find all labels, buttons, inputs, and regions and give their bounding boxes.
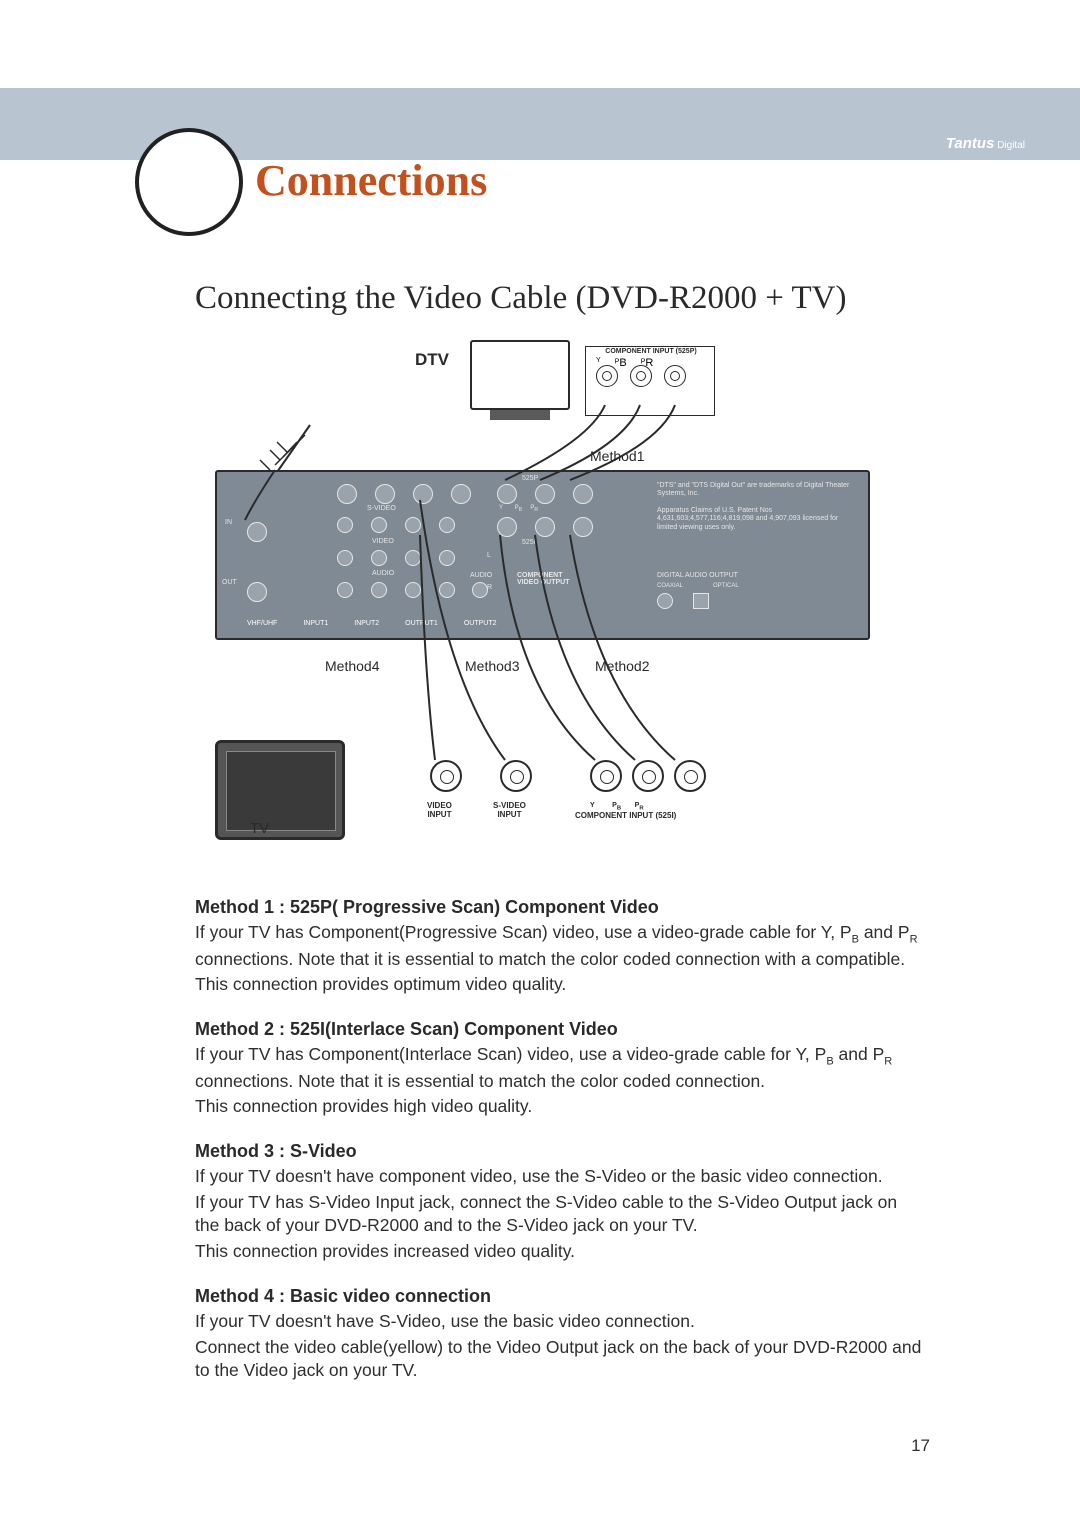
method2-text: If your TV has Component(Interlace Scan)… (195, 1043, 925, 1093)
method2-title: Method 2 : 525I(Interlace Scan) Componen… (195, 1017, 925, 1041)
page-number: 17 (911, 1436, 930, 1456)
method2-text2: This connection provides high video qual… (195, 1095, 925, 1119)
video-input-label: VIDEO INPUT (427, 802, 452, 820)
tv-label: TV (250, 820, 269, 837)
method1-text2: This connection provides optimum video q… (195, 973, 925, 997)
jack-icon (632, 760, 664, 792)
method4-title: Method 4 : Basic video connection (195, 1284, 925, 1308)
jack-icon (500, 760, 532, 792)
method3-text2: If your TV has S-Video Input jack, conne… (195, 1191, 925, 1238)
jack-icon (590, 760, 622, 792)
method2-label: Method2 (595, 658, 649, 674)
jack-icon (674, 760, 706, 792)
method3-title: Method 3 : S-Video (195, 1139, 925, 1163)
brand-sub: Digital (994, 140, 1025, 151)
tv-input-panel: VIDEO INPUT S-VIDEO INPUT Y PB PR COMPON… (375, 760, 825, 855)
title-circle-icon (135, 128, 243, 236)
method3-text1: If your TV doesn't have component video,… (195, 1165, 925, 1189)
brand-name: Tantus (946, 135, 995, 152)
tv-icon (215, 740, 345, 840)
page-title: Connections (255, 155, 487, 206)
method1-title: Method 1 : 525P( Progressive Scan) Compo… (195, 895, 925, 919)
brand-label: Tantus Digital (946, 135, 1025, 152)
section-subtitle: Connecting the Video Cable (DVD-R2000 + … (195, 280, 846, 317)
method4-label: Method4 (325, 658, 379, 674)
method3-label: Method3 (465, 658, 519, 674)
page: Tantus Digital Connections Connecting th… (0, 0, 1080, 1528)
method1-text: If your TV has Component(Progressive Sca… (195, 921, 925, 971)
method4-text1: If your TV doesn't have S-Video, use the… (195, 1310, 925, 1334)
jack-icon (430, 760, 462, 792)
method3-text3: This connection provides increased video… (195, 1240, 925, 1264)
component-input-525i-label: COMPONENT INPUT (525I) (575, 812, 676, 821)
connection-diagram: DTV COMPONENT INPUT (525P) Y PB PR Metho… (195, 340, 890, 860)
content-body: Method 1 : 525P( Progressive Scan) Compo… (195, 875, 925, 1385)
tv-screen-icon (226, 751, 336, 831)
svideo-input-label: S-VIDEO INPUT (493, 802, 526, 820)
method4-text2: Connect the video cable(yellow) to the V… (195, 1336, 925, 1383)
